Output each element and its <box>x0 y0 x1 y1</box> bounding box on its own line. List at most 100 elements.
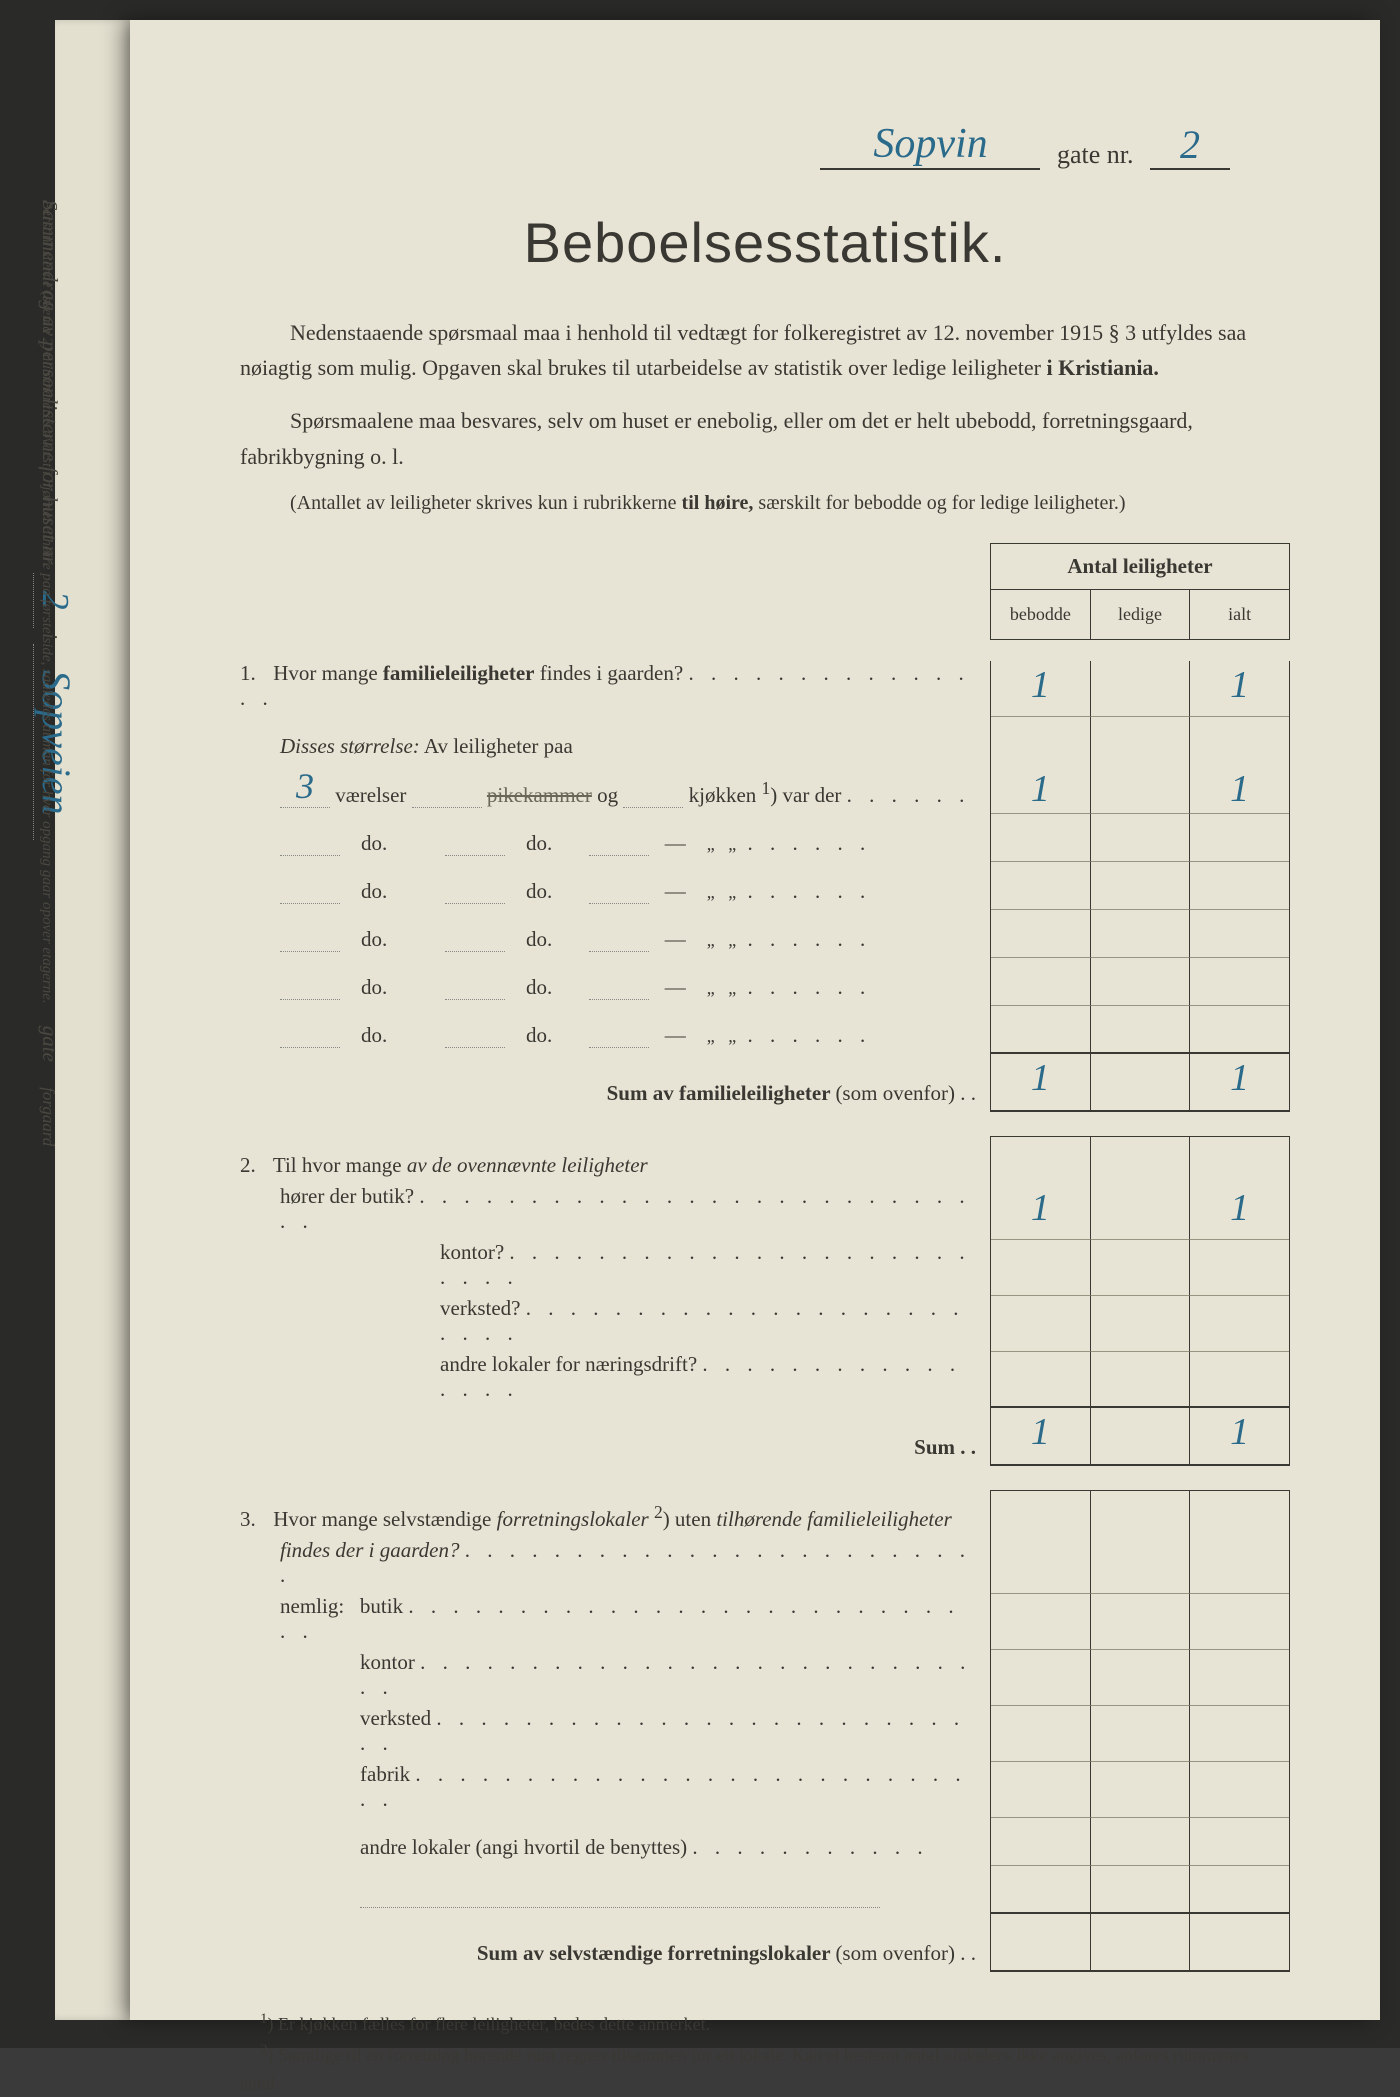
q1-sum-cells: 1 1 <box>990 1054 1290 1112</box>
dots: . . . . . . <box>736 1023 871 1047</box>
q1-cells: 1 1 <box>990 661 1290 717</box>
empty-cell <box>1091 1706 1191 1762</box>
q2-label: 2. Til hvor mange av de ovennævnte leili… <box>240 1153 990 1184</box>
q1-vaer-label: værelser <box>335 783 406 807</box>
intro-p1: Nedenstaaende spørsmaal maa i henhold ti… <box>240 315 1290 385</box>
empty-cell <box>991 1914 1091 1972</box>
q3-blank-cells <box>990 1866 1290 1914</box>
q3-row-kontor: kontor . . . . . . . . . . . . . . . . .… <box>240 1650 1290 1706</box>
quot: „ „ <box>707 978 736 998</box>
empty-cell <box>1190 958 1289 1006</box>
empty-cell <box>1190 1914 1289 1972</box>
empty-cell <box>991 1491 1091 1538</box>
empty-cell <box>991 814 1091 862</box>
q1-size-cells: 1 1 <box>990 765 1290 814</box>
gate-nr-field: 2 <box>1150 121 1230 170</box>
q3-andre: andre lokaler (angi hvortil de benyttes)… <box>240 1835 990 1866</box>
empty-cell <box>991 1594 1091 1650</box>
dots: . . . . . . <box>736 831 871 855</box>
empty-cell <box>991 1650 1091 1706</box>
q1-num: 1. <box>240 661 268 686</box>
gap <box>240 1112 1290 1136</box>
q3-r2-cells <box>990 1706 1290 1762</box>
q1-row-main: 1. Hvor mange familieleiligheter findes … <box>240 661 1290 717</box>
q3-r1-cells <box>990 1650 1290 1706</box>
q2-row-kontor: kontor? . . . . . . . . . . . . . . . . … <box>240 1240 1290 1296</box>
empty-cell <box>1091 1866 1191 1914</box>
q1-ialt: 1 <box>1190 661 1289 717</box>
q3-r1-label: kontor <box>360 1650 415 1674</box>
blank <box>589 903 649 904</box>
q3-r3-label: fabrik <box>360 1762 410 1786</box>
empty-cell <box>1190 1866 1289 1914</box>
empty-cell <box>1190 1762 1289 1818</box>
q3-sum-paren: (som ovenfor) . . <box>835 1941 976 1965</box>
fn1-sup: 1 <box>260 2011 268 2027</box>
q2-r3-label: andre lokaler for næringsdrift? <box>440 1352 697 1376</box>
intro-p3-bold: til høire, <box>682 492 754 514</box>
do2: do. <box>526 879 552 903</box>
q1-sum-label: Sum av familieleiligheter (som ovenfor) … <box>240 1081 990 1112</box>
do-label-line: do. do. — „ „ . . . . . . <box>240 879 990 910</box>
q1-og: og <box>597 783 618 807</box>
q1-size-row-1: 3 værelser pikekammer og kjøkken 1) var … <box>240 765 1290 814</box>
q1-sum-bebodde: 1 <box>991 1054 1091 1112</box>
side-margin-text: Sammendrag av personlisterne for huset n… <box>30 200 120 1900</box>
th-title: Antal leiligheter <box>991 544 1289 590</box>
q2-sum-ialt: 1 <box>1190 1408 1289 1466</box>
empty-cell <box>991 1240 1091 1296</box>
q3-r4-cells <box>990 1818 1290 1866</box>
q3-fabrik: fabrik . . . . . . . . . . . . . . . . .… <box>240 1762 990 1818</box>
empty-cell <box>1091 958 1191 1006</box>
empty-cell <box>991 1352 1091 1408</box>
quot: „ „ <box>707 1026 736 1046</box>
dots: . . . . . . . . . . . . . . . . . . . . … <box>360 1706 965 1755</box>
dots: . . . . . . <box>736 879 871 903</box>
q1-size-ledige <box>1091 765 1191 814</box>
q1-kjok: kjøkken <box>689 783 757 807</box>
q3-num: 3. <box>240 1507 268 1532</box>
do1: do. <box>361 1023 387 1047</box>
blank <box>589 999 649 1000</box>
q3-findes-cells <box>990 1538 1290 1594</box>
footnote-1: 1) Er kjøkken fælles for flere leilighet… <box>240 2008 1290 2039</box>
scan-background: Sammendrag av personlisterne for huset n… <box>0 0 1400 2048</box>
q3-verksted: verksted . . . . . . . . . . . . . . . .… <box>240 1706 990 1762</box>
q3-sum-label-wrap: Sum av selvstændige forretningslokaler (… <box>240 1941 990 1972</box>
q1-disses-cells <box>990 717 1290 765</box>
empty-cell <box>1190 1706 1289 1762</box>
do-label-line: do. do. — „ „ . . . . . . <box>240 975 990 1006</box>
fn2-text: ) Samtlige til én forretning hørende rum… <box>240 2045 1248 2093</box>
empty-cell <box>1091 1137 1191 1184</box>
fn1-text: ) Er kjøkken fælles for flere leilighete… <box>268 2014 711 2034</box>
empty-cell <box>1190 1240 1289 1296</box>
q3-text-it: forretningslokaler <box>497 1507 649 1531</box>
intro-p2: Spørsmaalene maa besvares, selv om huset… <box>240 403 1290 473</box>
q1-ledige <box>1091 661 1191 717</box>
q1-sum-row: Sum av familieleiligheter (som ovenfor) … <box>240 1054 1290 1112</box>
q1-avleil: Av leiligheter paa <box>424 734 573 758</box>
q3-sum-row: Sum av selvstændige forretningslokaler (… <box>240 1914 1290 1972</box>
do2: do. <box>526 927 552 951</box>
do-cells <box>990 814 1290 862</box>
empty-cell <box>991 1762 1091 1818</box>
q3-row-verksted: verksted . . . . . . . . . . . . . . . .… <box>240 1706 1290 1762</box>
q1-disses: Disses størrelse: <box>280 734 420 758</box>
q3-row-fabrik: fabrik . . . . . . . . . . . . . . . . .… <box>240 1762 1290 1818</box>
q2-num: 2. <box>240 1153 268 1178</box>
do1: do. <box>361 879 387 903</box>
intro-p1-bold: i Kristiania. <box>1046 355 1158 380</box>
empty-cell <box>1190 1352 1289 1408</box>
q3-head-row: 3. Hvor mange selvstændige forretningslo… <box>240 1490 1290 1538</box>
form-area: Antal leiligheter bebodde ledige ialt 1.… <box>240 543 1290 1972</box>
empty-cell <box>1190 814 1289 862</box>
q3-findes-label: findes der i gaarden? . . . . . . . . . … <box>240 1538 990 1594</box>
th-cols: bebodde ledige ialt <box>991 590 1289 639</box>
q3-findes-row: findes der i gaarden? . . . . . . . . . … <box>240 1538 1290 1594</box>
empty-cell <box>1091 814 1191 862</box>
q1-sum-paren: (som ovenfor) . . <box>835 1081 976 1105</box>
q3-r4-label: andre lokaler (angi hvortil de benyttes) <box>360 1835 687 1859</box>
q2-r0-ledige <box>1091 1184 1191 1240</box>
dots: . . . . . . <box>736 975 871 999</box>
empty-cell <box>1190 1594 1289 1650</box>
